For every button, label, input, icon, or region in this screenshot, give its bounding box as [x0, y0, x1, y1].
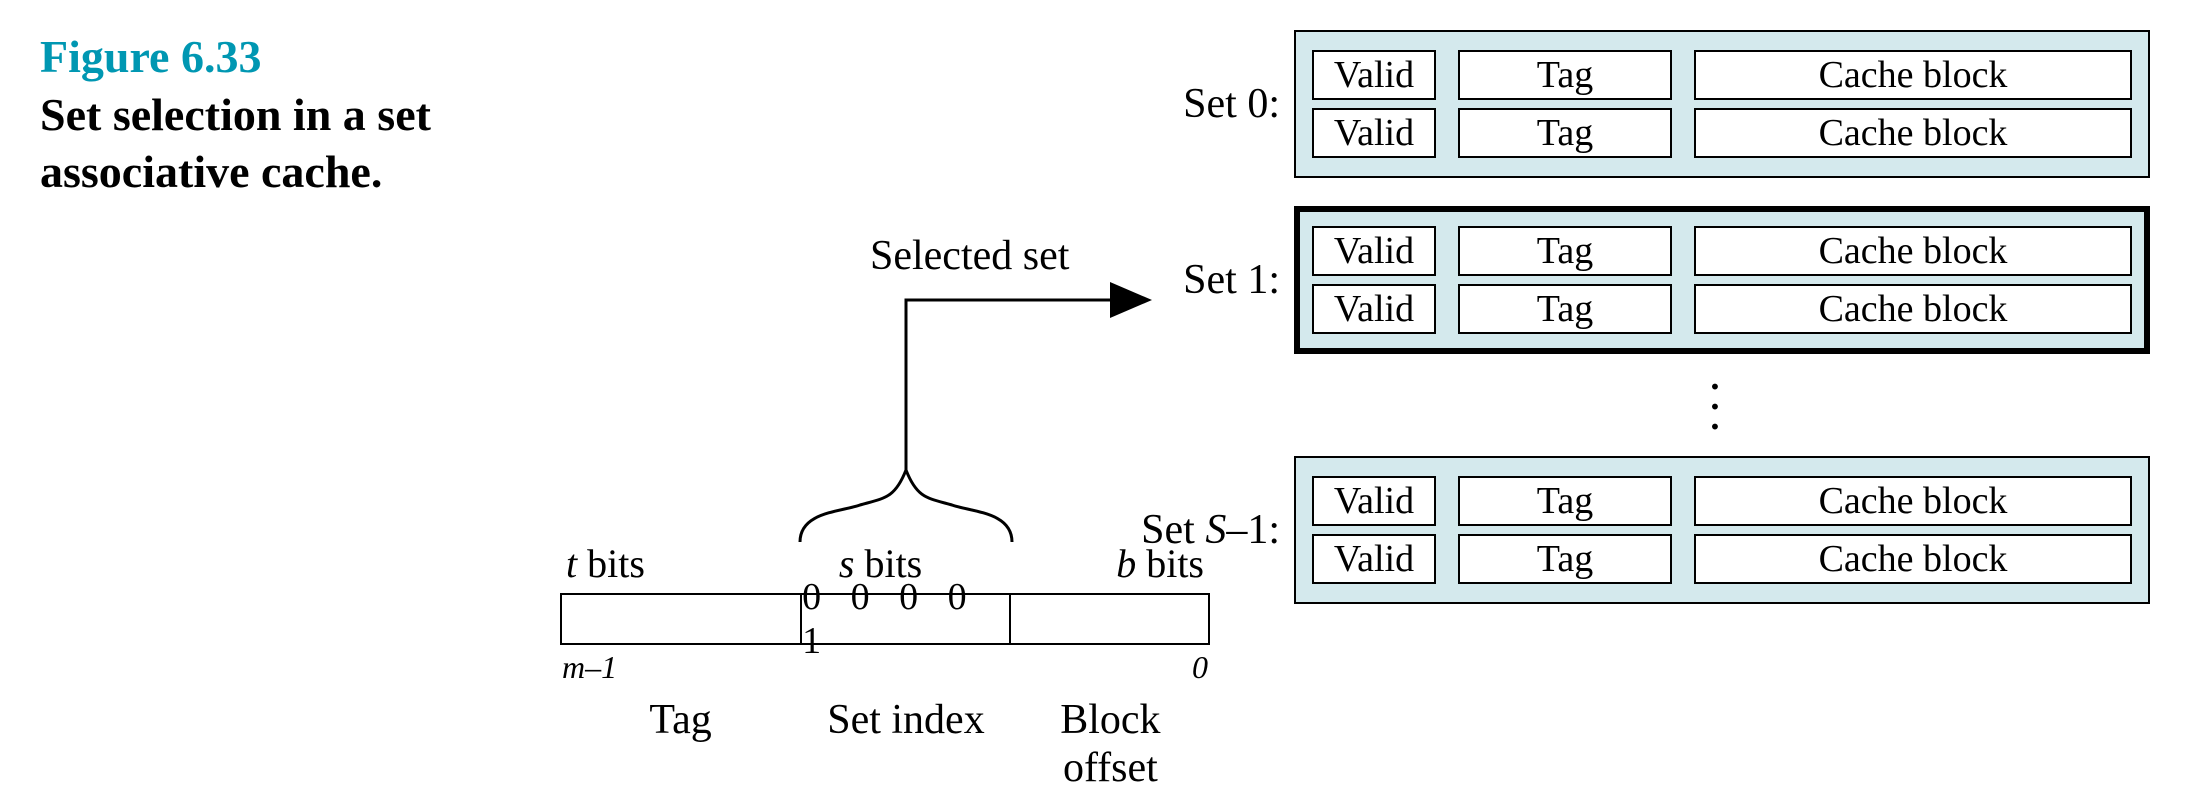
selected-set-label: Selected set — [870, 232, 1069, 280]
valid-cell: Valid — [1312, 226, 1436, 276]
block-cell: Cache block — [1694, 226, 2132, 276]
tag-cell: Tag — [1458, 50, 1672, 100]
tag-cell: Tag — [1458, 476, 1672, 526]
tag-cell: Tag — [1458, 284, 1672, 334]
valid-cell: Valid — [1312, 476, 1436, 526]
b-bits-label: b bits — [1116, 540, 1204, 587]
set-box: Valid Tag Cache block Valid Tag Cache bl… — [1294, 30, 2150, 178]
cache-line: Valid Tag Cache block — [1312, 226, 2132, 276]
block-cell: Cache block — [1694, 50, 2132, 100]
set-label: Set 1: — [1110, 256, 1294, 304]
addr-seg-offset — [1011, 595, 1208, 643]
valid-cell: Valid — [1312, 284, 1436, 334]
valid-cell: Valid — [1312, 50, 1436, 100]
figure-title-line1: Set selection in a set — [40, 86, 431, 144]
valid-cell: Valid — [1312, 108, 1436, 158]
figure-caption: Figure 6.33 Set selection in a set assoc… — [40, 28, 431, 201]
cache-set-0: Set 0: Valid Tag Cache block Valid Tag C… — [1110, 30, 2150, 178]
cache-sets-column: Set 0: Valid Tag Cache block Valid Tag C… — [1110, 30, 2150, 632]
cache-set-last: Set S–1: Valid Tag Cache block Valid Tag… — [1110, 456, 2150, 604]
cache-line: Valid Tag Cache block — [1312, 534, 2132, 584]
set-label: Set 0: — [1110, 80, 1294, 128]
tag-cell: Tag — [1458, 226, 1672, 276]
figure-title-line2: associative cache. — [40, 143, 431, 201]
address-names: Tag Set index Block offset — [560, 696, 1210, 792]
addr-name-offset: Block offset — [1011, 696, 1210, 792]
addr-seg-tag — [562, 595, 800, 643]
block-cell: Cache block — [1694, 108, 2132, 158]
cache-set-1: Set 1: Valid Tag Cache block Valid Tag C… — [1110, 206, 2150, 354]
block-cell: Cache block — [1694, 284, 2132, 334]
cache-line: Valid Tag Cache block — [1312, 284, 2132, 334]
t-bits-label: t bits — [566, 540, 645, 587]
addr-name-tag: Tag — [560, 696, 801, 792]
vertical-ellipsis: ··· — [1280, 376, 2150, 436]
figure-number: Figure 6.33 — [40, 28, 431, 86]
brace-path — [800, 470, 1012, 542]
cache-line: Valid Tag Cache block — [1312, 476, 2132, 526]
addr-name-index: Set index — [801, 696, 1011, 792]
block-cell: Cache block — [1694, 534, 2132, 584]
addr-right-end: 0 — [1192, 649, 1208, 686]
set-box: Valid Tag Cache block Valid Tag Cache bl… — [1294, 456, 2150, 604]
address-row: 0 0 0 0 1 — [560, 593, 1210, 645]
block-cell: Cache block — [1694, 476, 2132, 526]
addr-left-end: m–1 — [562, 649, 617, 686]
set-box-selected: Valid Tag Cache block Valid Tag Cache bl… — [1294, 206, 2150, 354]
cache-line: Valid Tag Cache block — [1312, 108, 2132, 158]
addr-seg-index: 0 0 0 0 1 — [800, 595, 1011, 643]
valid-cell: Valid — [1312, 534, 1436, 584]
cache-line: Valid Tag Cache block — [1312, 50, 2132, 100]
tag-cell: Tag — [1458, 108, 1672, 158]
tag-cell: Tag — [1458, 534, 1672, 584]
address-word: t bits s bits b bits 0 0 0 0 1 m–1 0 Tag… — [560, 540, 1210, 792]
